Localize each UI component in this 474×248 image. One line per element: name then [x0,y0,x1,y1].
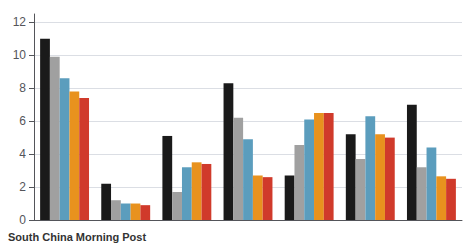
svg-text:6: 6 [19,114,26,128]
svg-text:4: 4 [19,147,26,161]
svg-text:12: 12 [13,15,27,29]
svg-text:0: 0 [19,213,26,227]
svg-text:8: 8 [19,81,26,95]
svg-text:10: 10 [13,48,27,62]
svg-text:South China Morning Post: South China Morning Post [8,231,146,243]
svg-text:2: 2 [19,180,26,194]
